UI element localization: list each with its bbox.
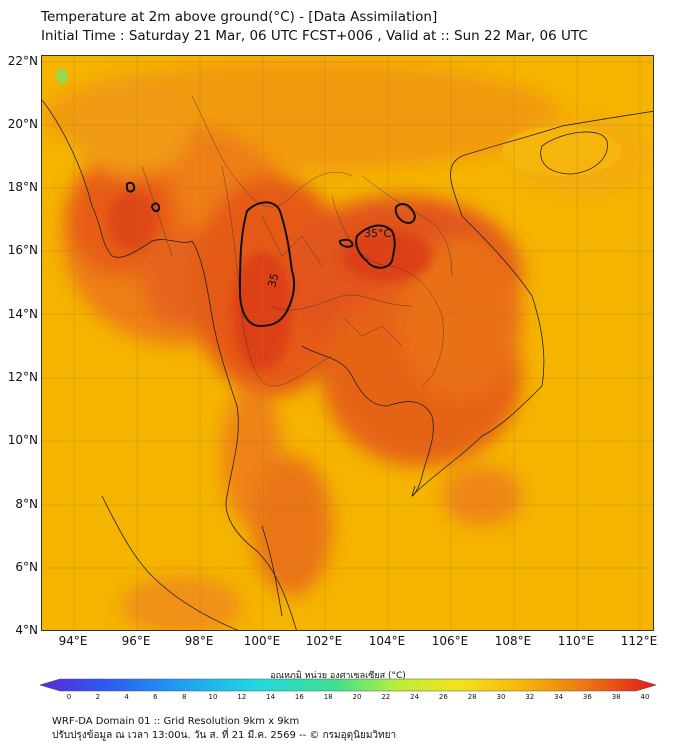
hainan-area <box>502 126 622 176</box>
colorbar-tick: 6 <box>153 693 158 701</box>
colorbar-tick: 18 <box>323 693 333 701</box>
colorbar-tick: 4 <box>124 693 129 701</box>
colorbar-tick: 12 <box>237 693 247 701</box>
colorbar-tick: 22 <box>381 693 391 701</box>
lat-label: 6°N <box>15 560 38 574</box>
lon-label: 106°E <box>431 634 469 648</box>
temperature-map: 35°C 35 <box>41 55 654 631</box>
lat-label: 4°N <box>15 623 38 637</box>
lon-label: 98°E <box>184 634 214 648</box>
colorbar-tick: 30 <box>496 693 506 701</box>
lat-label: 10°N <box>7 433 38 447</box>
graticule <box>42 56 653 630</box>
colorbar <box>40 678 656 692</box>
colorbar-tick: 36 <box>582 693 592 701</box>
lat-label: 20°N <box>7 117 38 131</box>
colorbar-tick: 8 <box>181 693 187 701</box>
hot-core <box>107 191 432 371</box>
map-svg: 35°C 35 <box>42 56 653 630</box>
lat-label: 14°N <box>7 307 38 321</box>
colorbar-tick: 16 <box>294 693 304 701</box>
colorbar-tick: 24 <box>410 693 420 701</box>
contour-label: 35°C <box>364 227 391 240</box>
lat-label: 8°N <box>15 497 38 511</box>
colorbar-tick: 26 <box>438 693 448 701</box>
colorbar-tick: 0 <box>66 693 72 701</box>
chart-title: Temperature at 2m above ground(°C) - [Da… <box>41 8 588 46</box>
colorbar-tick: 10 <box>208 693 218 701</box>
lon-label: 96°E <box>121 634 151 648</box>
lon-label: 108°E <box>494 634 532 648</box>
footer-line-2: ปรับปรุงข้อมูล ณ เวลา 13:00น. วัน ส. ที่… <box>52 730 397 741</box>
lat-label: 18°N <box>7 180 38 194</box>
contour-label: 35 <box>265 272 281 289</box>
coastlines <box>42 99 653 630</box>
colorbar-tick: 2 <box>95 693 101 701</box>
title-line-1: Temperature at 2m above ground(°C) - [Da… <box>41 9 438 25</box>
borders <box>141 95 453 387</box>
lat-label: 12°N <box>7 370 38 384</box>
colorbar-tick: 32 <box>525 693 535 701</box>
footer-line-1: WRF-DA Domain 01 :: Grid Resolution 9km … <box>52 716 300 727</box>
title-line-2: Initial Time : Saturday 21 Mar, 06 UTC F… <box>41 28 588 44</box>
contour-35c <box>126 181 417 328</box>
lat-label: 22°N <box>7 54 38 68</box>
colorbar-tick: 14 <box>266 693 276 701</box>
lon-label: 104°E <box>368 634 406 648</box>
lon-label: 110°E <box>557 634 595 648</box>
colorbar-tick: 38 <box>611 693 621 701</box>
footer: WRF-DA Domain 01 :: Grid Resolution 9km … <box>52 715 396 743</box>
colorbar-tick: 20 <box>352 693 362 701</box>
lon-label: 100°E <box>243 634 281 648</box>
colorbar-title: อุณหภูมิ หน่วย องศาเซลเซียส (°C) <box>270 671 406 681</box>
cool-spot <box>56 68 68 84</box>
lon-label: 94°E <box>58 634 88 648</box>
lat-label: 16°N <box>7 243 38 257</box>
colorbar-bar <box>40 678 656 692</box>
colorbar-tick: 40 <box>640 693 650 701</box>
colorbar-tick: 34 <box>554 693 564 701</box>
lon-label: 112°E <box>620 634 658 648</box>
colorbar-tick: 28 <box>467 693 477 701</box>
lon-label: 102°E <box>305 634 343 648</box>
